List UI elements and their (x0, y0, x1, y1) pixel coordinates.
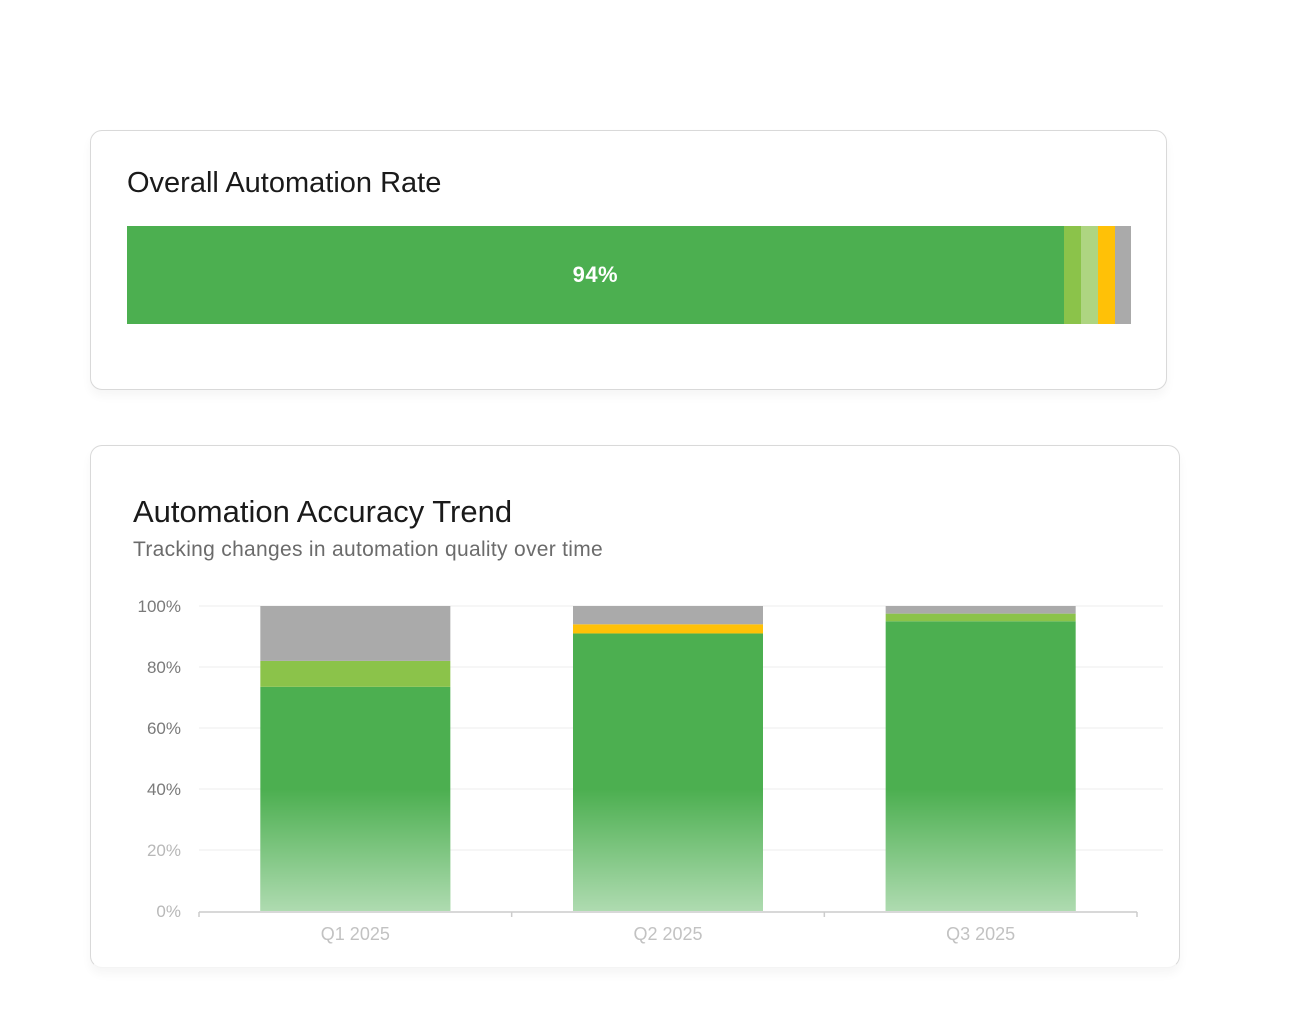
x-tick-label: Q3 2025 (946, 924, 1015, 944)
bar-fade-overlay (573, 789, 763, 911)
rate-segment-minor-corrections (1063, 226, 1081, 324)
rate-card-title: Overall Automation Rate (127, 167, 442, 199)
bar-manual-review (573, 624, 763, 634)
automation-rate-card: Overall Automation Rate 94% (90, 130, 1167, 390)
rate-segment-unprocessed (1114, 226, 1131, 324)
rate-segment-label: 94% (572, 262, 619, 287)
rate-segment-partial (1080, 226, 1098, 324)
y-tick-label: 20% (147, 841, 181, 860)
x-tick-label: Q2 2025 (633, 924, 702, 944)
bar-minor-corrections (260, 660, 451, 687)
bar-unprocessed (573, 606, 763, 625)
x-tick-label: Q1 2025 (321, 924, 390, 944)
automation-rate-bar: 94% (127, 226, 1131, 324)
trend-card-subtitle: Tracking changes in automation quality o… (133, 538, 604, 561)
bar-fade-overlay (885, 789, 1076, 911)
y-tick-label: 40% (147, 780, 181, 799)
accuracy-trend-chart: 0% 20% 40% 60% 80% 100% Q1 2025 Q2 2025 Q3 2025 (138, 597, 1163, 944)
bar-minor-corrections (885, 613, 1076, 622)
bar-fade-overlay (260, 789, 451, 911)
rate-segment-automated: 94% (127, 226, 1064, 324)
bar-unprocessed (885, 606, 1076, 614)
accuracy-trend-card: Automation Accuracy Trend Tracking chang… (90, 445, 1180, 968)
y-tick-label: 100% (138, 597, 181, 616)
y-tick-label: 60% (147, 719, 181, 738)
trend-card-title: Automation Accuracy Trend (133, 494, 513, 529)
y-tick-label: 80% (147, 658, 181, 677)
rate-segment-manual-review (1097, 226, 1115, 324)
y-tick-label: 0% (156, 902, 181, 921)
bar-unprocessed (260, 606, 451, 661)
